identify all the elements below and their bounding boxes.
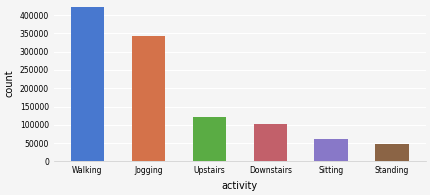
Bar — [71, 7, 104, 161]
X-axis label: activity: activity — [222, 181, 258, 191]
Bar — [254, 124, 287, 161]
Bar — [193, 117, 226, 161]
Bar — [314, 139, 348, 161]
Bar — [132, 36, 165, 161]
Bar — [375, 144, 409, 161]
Y-axis label: count: count — [4, 69, 14, 97]
